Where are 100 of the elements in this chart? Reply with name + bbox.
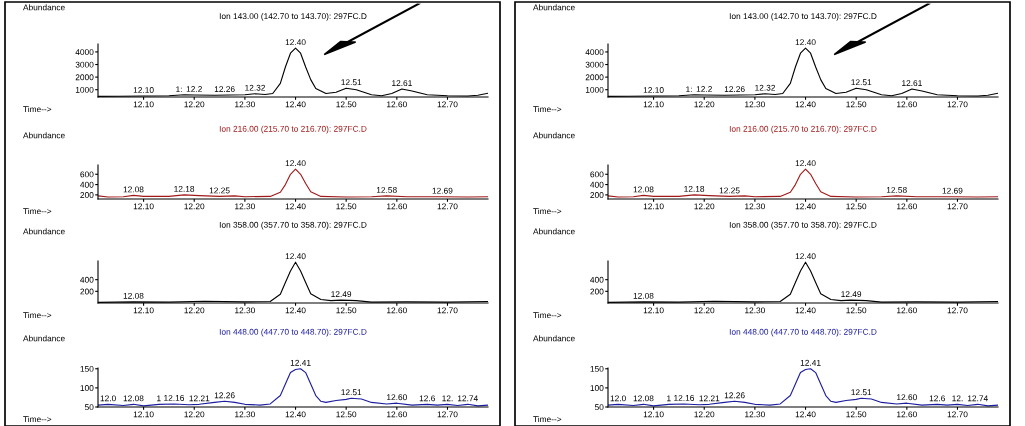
- chart-title: Ion 143.00 (142.70 to 143.70): 297FC.D: [219, 12, 367, 21]
- annotation: 12.58: [886, 186, 907, 193]
- x-tick-label: 12.30: [745, 307, 765, 314]
- annotation: 12.25: [719, 187, 740, 194]
- x-tick-label: 12.40: [285, 101, 306, 108]
- y-tick-label: 200: [80, 192, 94, 198]
- x-tick-label: 12.50: [846, 101, 867, 108]
- x-tick-label: 12.40: [795, 101, 816, 108]
- annotation: 12.08: [123, 186, 144, 193]
- x-tick-label: 12.40: [795, 411, 816, 418]
- x-tick-label: 12.40: [285, 411, 306, 418]
- annotation: 12.16: [674, 395, 695, 401]
- annotation: 12.08: [633, 186, 654, 193]
- y-axis-title: Abundance: [533, 228, 575, 235]
- y-tick-label: 150: [80, 365, 94, 372]
- y-tick-label: 200: [590, 288, 604, 295]
- annotation: 12.26: [214, 86, 235, 93]
- annotation: 12.26: [724, 392, 745, 399]
- x-tick-label: 12.10: [133, 411, 154, 418]
- x-tick-label: 12.50: [846, 203, 867, 210]
- x-tick-label: 12.60: [387, 307, 407, 314]
- y-tick-label: 2000: [75, 74, 94, 81]
- y-axis-title: Abundance: [23, 4, 65, 11]
- x-tick-label: 12.10: [643, 411, 664, 418]
- x-tick-label: 12.70: [437, 101, 458, 108]
- x-tick-label: 12.60: [387, 411, 407, 418]
- y-axis-title: Abundance: [533, 4, 575, 11]
- annotation: 12.69: [942, 187, 963, 194]
- x-axis-title: Time-->: [23, 106, 52, 113]
- x-tick-label: 12.30: [235, 203, 255, 210]
- x-tick-label: 12.40: [285, 203, 306, 210]
- line-series: [608, 368, 998, 407]
- y-tick-label: 400: [590, 276, 604, 283]
- x-axis-title: Time-->: [533, 312, 562, 319]
- y-tick-label: 200: [80, 288, 94, 295]
- x-tick-label: 12.10: [643, 203, 664, 210]
- annotation: 12.10: [133, 87, 154, 93]
- x-tick-label: 12.30: [745, 203, 765, 210]
- annotation: 12.08: [123, 395, 144, 402]
- annotation: 12.40: [795, 160, 816, 167]
- x-tick-label: 12.60: [897, 307, 917, 314]
- x-tick-label: 12.40: [795, 307, 816, 314]
- y-tick-label: 4000: [585, 49, 604, 56]
- annotation: 12.6: [929, 395, 945, 402]
- y-tick-label: 100: [80, 385, 94, 391]
- annotation: 12.18: [174, 185, 195, 192]
- y-tick-label: 400: [590, 181, 604, 188]
- y-axis-title: Abundance: [533, 335, 575, 342]
- x-tick-label: 12.30: [235, 411, 255, 418]
- annotation: 12.: [442, 395, 453, 402]
- x-tick-label: 12.20: [694, 411, 715, 418]
- annotation: 12.18: [684, 185, 705, 192]
- annotation: 12.41: [800, 359, 821, 366]
- annotation: 12.21: [189, 395, 210, 402]
- x-tick-label: 12.60: [897, 101, 917, 108]
- x-axis-title: Time-->: [23, 312, 52, 319]
- chart-title: Ion 358.00 (357.70 to 358.70): 297FC.D: [219, 221, 367, 230]
- annotation: 12.51: [851, 79, 872, 86]
- x-tick-label: 12.30: [745, 411, 765, 418]
- x-tick-label: 12.30: [745, 101, 765, 108]
- annotation: 12.41: [290, 359, 311, 366]
- annotation: 1: [667, 395, 671, 402]
- y-tick-label: 2000: [585, 74, 604, 81]
- annotation: 12.40: [285, 39, 306, 46]
- line-series: [98, 368, 488, 407]
- chart-title: Ion 448.00 (447.70 to 448.70): 297FC.D: [729, 328, 877, 337]
- chart-title: Ion 448.00 (447.70 to 448.70): 297FC.D: [219, 328, 367, 337]
- annotation: 12.40: [795, 253, 816, 260]
- x-tick-label: 12.50: [846, 411, 867, 418]
- x-tick-label: 12.50: [336, 411, 357, 418]
- annotation: 12.: [952, 395, 963, 402]
- annotation: 12.40: [285, 160, 306, 167]
- x-tick-label: 12.30: [235, 101, 255, 108]
- annotation: 12.25: [209, 187, 230, 194]
- x-tick-label: 12.70: [437, 307, 458, 314]
- annotation: 12.61: [902, 80, 922, 87]
- y-tick-label: 50: [594, 404, 604, 411]
- annotation: 12.58: [376, 186, 397, 193]
- x-tick-label: 12.40: [285, 307, 306, 314]
- annotation: 12.61: [392, 80, 412, 87]
- y-tick-label: 1000: [585, 86, 604, 93]
- y-tick-label: 150: [590, 365, 604, 372]
- x-tick-label: 12.10: [643, 307, 664, 314]
- annotation: 12.60: [387, 394, 407, 401]
- annotation: 12.32: [755, 84, 776, 91]
- chart-title: Ion 216.00 (215.70 to 216.70): 297FC.D: [729, 125, 877, 134]
- chart-title: Ion 143.00 (142.70 to 143.70): 297FC.D: [729, 12, 877, 21]
- x-tick-label: 12.60: [387, 101, 407, 108]
- y-axis-title: Abundance: [23, 335, 65, 342]
- annotation: 12.6: [419, 395, 435, 402]
- annotation: 12.08: [633, 292, 654, 299]
- x-tick-label: 12.30: [235, 307, 255, 314]
- annotation: 12.10: [643, 87, 664, 93]
- y-tick-label: 4000: [75, 49, 94, 56]
- chart-title: Ion 216.00 (215.70 to 216.70): 297FC.D: [219, 125, 367, 134]
- y-tick-label: 600: [590, 171, 604, 178]
- x-tick-label: 12.70: [947, 203, 968, 210]
- annotation: 12.74: [967, 395, 988, 402]
- y-axis-title: Abundance: [23, 228, 65, 235]
- line-series: [98, 168, 488, 198]
